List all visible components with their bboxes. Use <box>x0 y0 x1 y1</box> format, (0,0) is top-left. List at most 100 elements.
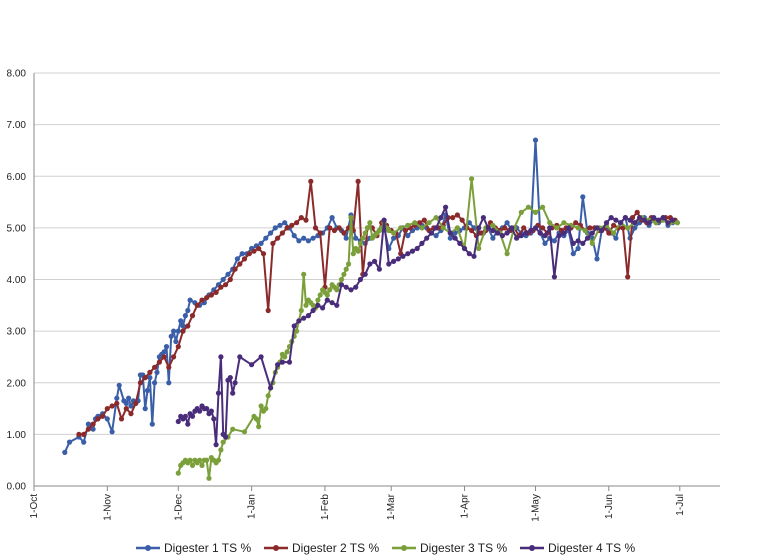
data-point <box>575 245 581 252</box>
data-point <box>611 230 617 236</box>
data-point <box>502 225 508 231</box>
x-tick-label: 1-Jul <box>675 494 686 516</box>
data-point <box>634 209 640 215</box>
data-point <box>168 333 174 339</box>
series-lines <box>62 137 681 481</box>
x-tick-label: 1-Mar <box>386 493 397 520</box>
data-point <box>312 225 319 231</box>
data-point <box>272 225 278 231</box>
data-point <box>251 248 257 254</box>
legend-label: Digester 2 TS % <box>292 541 379 555</box>
data-point <box>116 382 122 388</box>
data-point <box>76 431 82 437</box>
gridlines <box>34 72 720 435</box>
data-point <box>551 274 558 280</box>
data-point <box>303 302 309 308</box>
data-point <box>561 220 567 226</box>
data-point <box>128 403 134 409</box>
legend-item: Digester 4 TS % <box>520 541 635 555</box>
y-axis-tick-labels: 0.00 1.00 2.00 3.00 4.00 5.00 6.00 7.00 8.00 <box>7 69 27 493</box>
data-point <box>213 442 219 448</box>
data-point <box>320 305 326 311</box>
data-point <box>126 395 132 401</box>
data-point <box>227 375 233 381</box>
data-point <box>315 302 321 308</box>
data-point <box>603 220 610 226</box>
data-point <box>532 137 539 143</box>
data-point <box>580 240 586 246</box>
data-point <box>495 230 501 236</box>
data-point <box>220 276 226 283</box>
data-point <box>253 416 259 422</box>
data-point <box>405 233 411 239</box>
data-point <box>204 406 210 412</box>
data-point <box>194 302 200 308</box>
data-point <box>341 230 347 236</box>
data-point <box>372 258 378 264</box>
data-point <box>575 238 581 244</box>
data-point <box>582 227 588 234</box>
data-point <box>218 354 224 360</box>
data-point <box>350 251 356 257</box>
data-point <box>540 204 546 210</box>
data-point <box>256 245 262 252</box>
data-point <box>391 235 397 241</box>
series-4 <box>175 204 676 448</box>
data-point <box>294 328 300 334</box>
data-point <box>298 215 304 221</box>
data-point <box>587 225 593 231</box>
x-tick-label: 1-Dec <box>173 494 184 521</box>
data-point <box>324 292 330 298</box>
y-tick-label: 2.00 <box>7 378 27 389</box>
data-point <box>296 238 302 244</box>
data-point <box>275 362 281 368</box>
data-point <box>189 313 196 319</box>
data-point <box>275 235 281 241</box>
data-point <box>400 253 406 259</box>
data-point <box>433 233 439 239</box>
data-point <box>331 227 337 234</box>
data-point <box>376 266 382 272</box>
data-point <box>343 266 349 272</box>
data-point <box>386 227 392 234</box>
data-point <box>137 380 143 386</box>
data-point <box>215 457 222 463</box>
data-point <box>199 462 205 468</box>
data-point <box>197 457 203 463</box>
data-point <box>298 307 304 314</box>
data-point <box>114 400 120 406</box>
data-point <box>206 475 212 481</box>
data-point <box>454 225 460 231</box>
data-point <box>402 227 408 234</box>
data-point <box>90 426 96 432</box>
data-point <box>329 300 335 306</box>
data-point <box>554 225 560 231</box>
data-point <box>220 439 226 445</box>
data-point <box>175 328 181 334</box>
data-point <box>284 225 290 231</box>
data-point <box>646 220 652 226</box>
data-point <box>334 287 340 293</box>
x-tick-label: 1-May <box>530 494 541 522</box>
data-point <box>343 235 349 241</box>
data-point <box>409 248 416 254</box>
data-point <box>518 209 524 215</box>
data-point <box>301 315 307 321</box>
data-point <box>509 225 515 231</box>
data-point <box>440 225 446 231</box>
data-point <box>594 256 600 262</box>
data-point <box>208 292 214 298</box>
data-point <box>504 251 510 257</box>
data-point <box>419 225 425 231</box>
data-point <box>566 225 572 231</box>
data-point <box>296 318 302 324</box>
data-point <box>417 220 423 226</box>
y-tick-label: 7.00 <box>7 120 27 131</box>
data-point <box>109 403 115 409</box>
data-point <box>178 318 184 324</box>
data-point <box>109 429 115 435</box>
data-point <box>504 220 510 226</box>
data-point <box>355 248 361 254</box>
data-point <box>618 220 624 226</box>
data-point <box>303 217 309 223</box>
